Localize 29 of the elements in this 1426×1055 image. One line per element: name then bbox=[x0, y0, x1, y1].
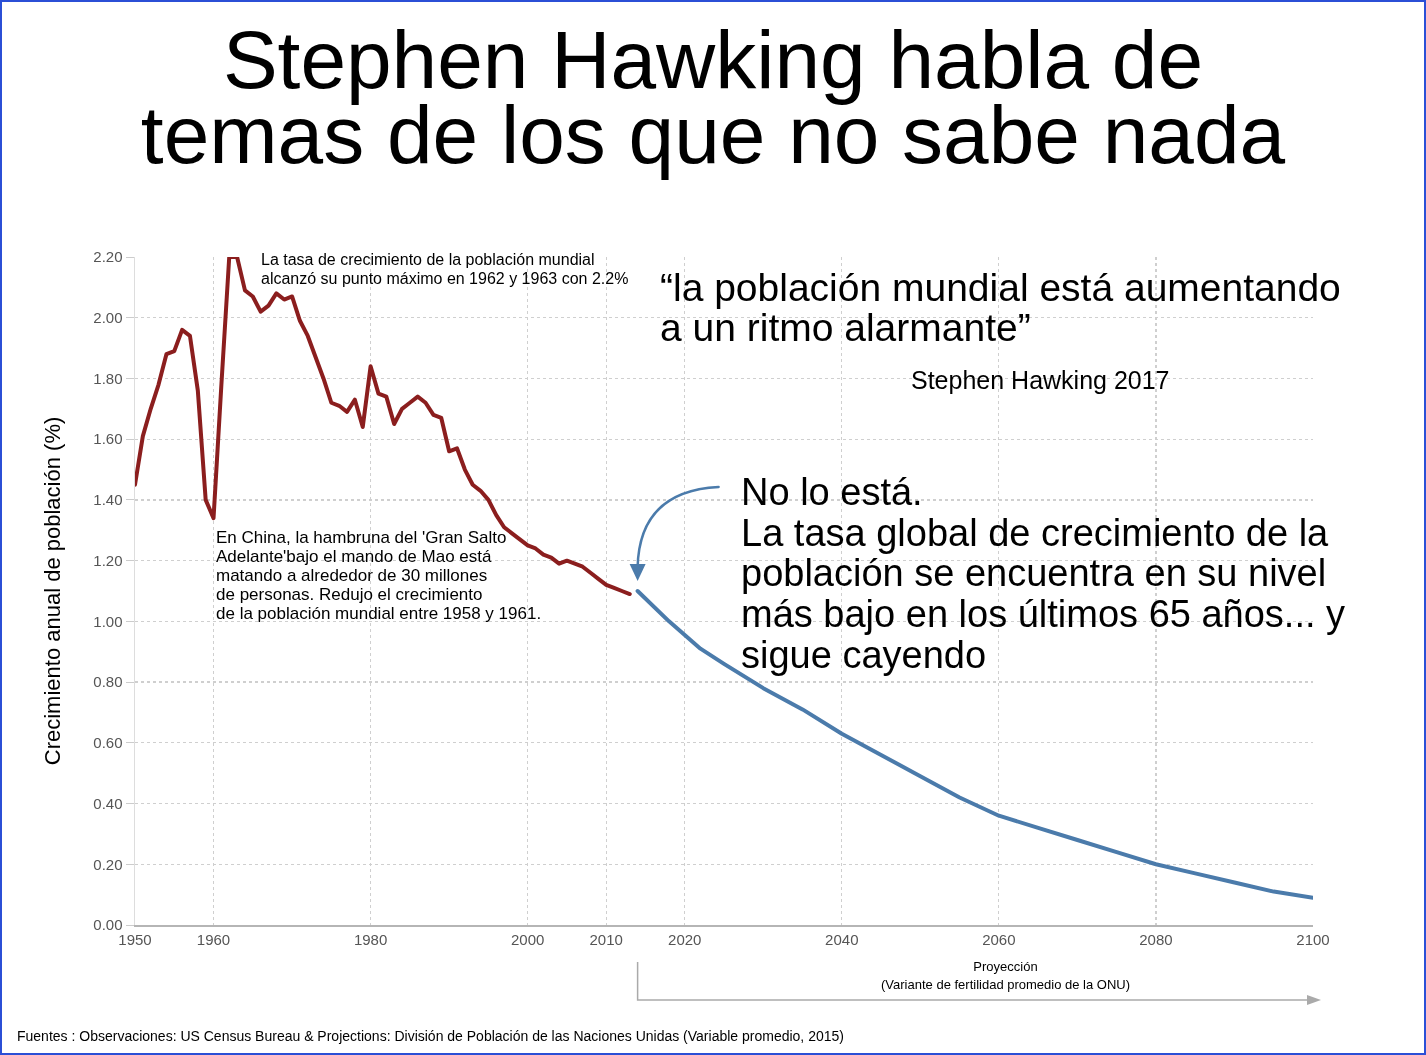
annotation: La tasa de crecimiento de la población mundial alcanzó su punto máximo en 1962 y 1963 con 2.2% bbox=[261, 251, 629, 287]
x-tick-label: 2100 bbox=[1296, 930, 1330, 948]
annotation: “la población mundial está aumentando a un ritmo alarmante” bbox=[660, 266, 1341, 349]
x-tick-label: 2000 bbox=[510, 930, 545, 948]
x-tick-label: 2080 bbox=[1139, 930, 1173, 948]
x-tick-label: 2040 bbox=[825, 930, 859, 948]
y-tick-label: 0.80 bbox=[93, 673, 123, 691]
chart-title: Stephen Hawking habla de temas de los que no sabe nada bbox=[140, 14, 1286, 181]
y-tick-label: 1.40 bbox=[93, 491, 123, 509]
text: Proyección (Variante de fertilidad promedio de la ONU) bbox=[881, 959, 1131, 993]
y-tick-label: 2.00 bbox=[93, 308, 123, 326]
y-tick-label: 2.20 bbox=[93, 248, 123, 266]
source-note: Fuentes : Observaciones: US Census Bureau & Projections: División de Población de las Naciones Unidas (Variable promedio, 2015) bbox=[17, 1028, 844, 1044]
y-axis-title: Crecimiento anual de población (%) bbox=[40, 416, 66, 766]
x-tick-label: 1980 bbox=[353, 930, 388, 948]
x-tick-label: 2060 bbox=[982, 930, 1016, 948]
y-tick-label: 1.20 bbox=[93, 551, 123, 569]
y-tick-label: 1.00 bbox=[93, 612, 123, 630]
x-tick-label: 2020 bbox=[668, 930, 702, 948]
annotation: No lo está. La tasa global de crecimiento de la población se encuentra en su nivel más bajo en los últimos 65 años... y sigue cayendo bbox=[741, 471, 1346, 676]
x-tick-label: 1960 bbox=[196, 930, 231, 948]
y-tick-label: 0.60 bbox=[93, 734, 123, 752]
y-tick-label: 0.20 bbox=[93, 855, 123, 873]
annotation: Stephen Hawking 2017 bbox=[911, 366, 1170, 394]
y-tick-label: 1.80 bbox=[93, 369, 123, 387]
y-tick-label: 0.40 bbox=[93, 794, 123, 812]
y-tick-label: 1.60 bbox=[93, 430, 123, 448]
x-tick-label: 2010 bbox=[589, 930, 623, 948]
annotation: En China, la hambruna del 'Gran Salto Adelante'bajo el mando de Mao está matando a alrededor de 30 millones de personas. Redujo el crecimiento de la población mundial entre 1958 y 1961. bbox=[216, 528, 542, 624]
